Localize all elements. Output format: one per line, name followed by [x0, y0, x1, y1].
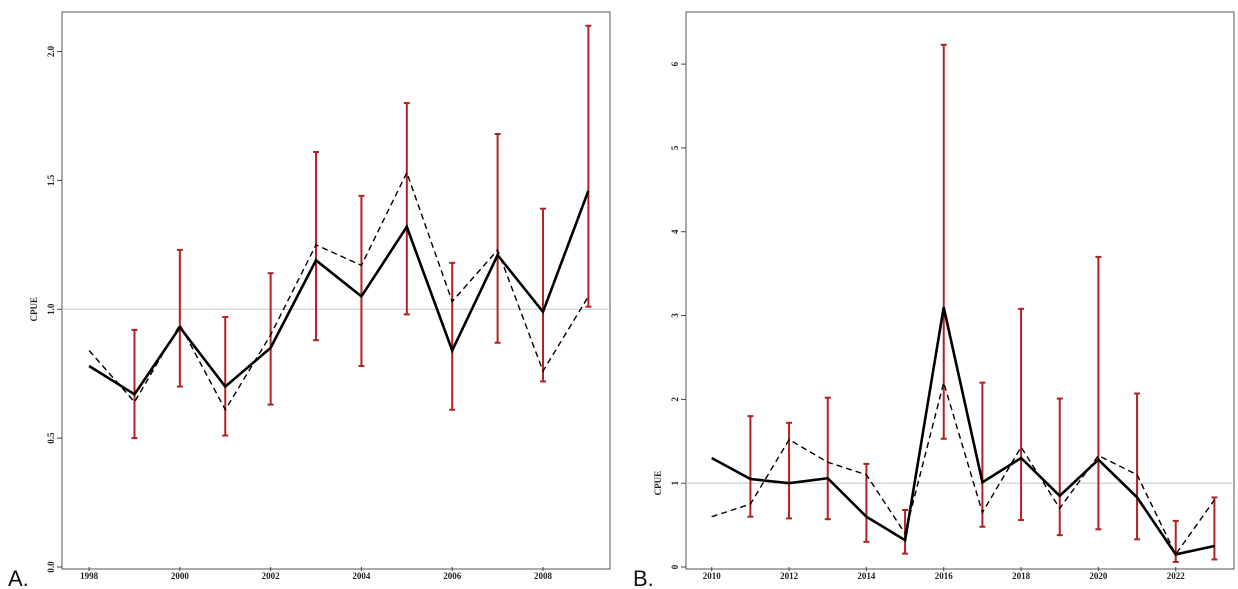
x-tick-label: 2010: [703, 571, 722, 581]
panel-label-a: A.: [8, 566, 29, 589]
plot-area-a: 0.0 0.5 1.0 1.5 2.0 CPUE 1998 2000 2002 2004 2006 2…: [29, 24, 610, 581]
y-tick-label: 4: [670, 229, 680, 234]
y-tick-label: 2: [670, 397, 680, 402]
x-tick-label: 2002: [262, 571, 281, 581]
x-tick-label: 1998: [80, 571, 99, 581]
dashed-series-line-a: [88, 170, 589, 412]
x-tick-label: 2006: [443, 571, 462, 581]
y-tick-label: 5: [670, 145, 680, 150]
y-tick-label: 2.0: [46, 45, 56, 57]
y-tick-label: 3: [670, 313, 680, 318]
x-tick-label: 2018: [1012, 571, 1031, 581]
y-axis-title: CPUE: [653, 471, 663, 496]
solid-series-line-a: [88, 190, 590, 397]
x-tick-label: 2016: [935, 571, 954, 581]
dashed-series-line-b: [711, 379, 1215, 556]
y-tick-label: 0.0: [46, 561, 56, 573]
plot-frame-a: [61, 11, 611, 570]
panel-a: 0.0 0.5 1.0 1.5 2.0 CPUE 1998 2000 2002 2004 2006 2…: [8, 11, 611, 589]
y-tick-label: 1.0: [46, 303, 56, 315]
x-tick-label: 2020: [1089, 571, 1108, 581]
x-tick-label: 2012: [780, 571, 799, 581]
panel-label-b: B.: [633, 566, 654, 589]
x-tick-label: 2022: [1167, 571, 1186, 581]
x-tick-label: 2000: [171, 571, 190, 581]
y-tick-label: 1.5: [46, 174, 56, 186]
x-tick-label: 2014: [857, 571, 876, 581]
x-tick-label: 2008: [534, 571, 553, 581]
x-tick-label: 2004: [352, 571, 371, 581]
y-axis-title: CPUE: [29, 297, 39, 322]
plot-frame-b: [685, 11, 1235, 570]
y-tick-label: 6: [670, 61, 680, 66]
y-tick-label: 0: [670, 564, 680, 569]
y-tick-label: 0.5: [46, 432, 56, 444]
solid-series-line-b: [711, 306, 1215, 556]
plot-area-b: 0 1 2 3 4 5 6 CPUE 2010 2012 2014 2016 2018 2020 2022: [653, 43, 1234, 581]
y-tick-label: 1: [670, 480, 680, 485]
